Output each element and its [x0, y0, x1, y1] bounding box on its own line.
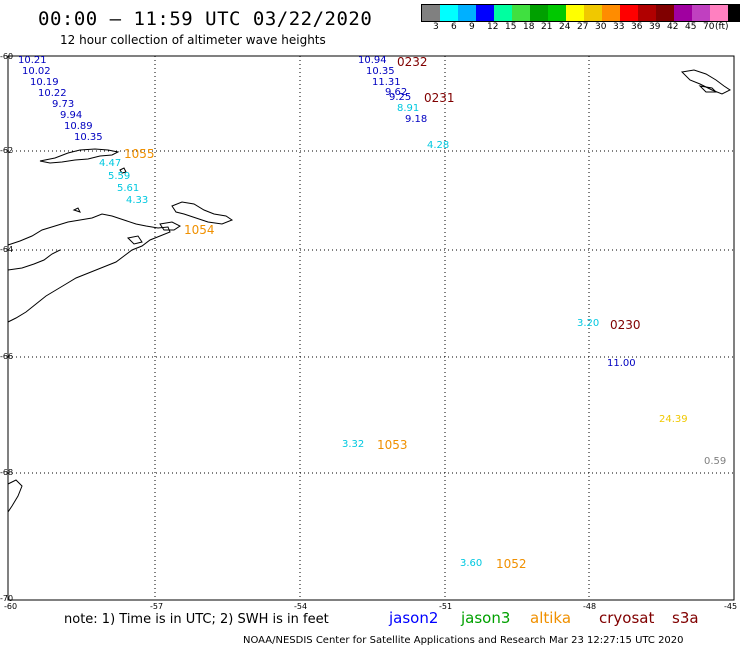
page-title: 00:00 – 11:59 UTC 03/22/2020	[38, 8, 373, 30]
wave-height-value: 3.20	[577, 318, 600, 329]
color-scale-label: 42	[667, 22, 679, 32]
color-scale-labels: 3 6 9 12 15 18 21 24 27 30 33 36 39 42 45 70 (ft)	[421, 22, 740, 34]
lat-label: -66	[0, 352, 14, 361]
satellite-legend-s3a: s3a	[672, 609, 699, 627]
color-swatch	[458, 5, 476, 21]
lat-label: -62	[0, 146, 14, 155]
wave-height-value: 11.00	[607, 358, 636, 369]
color-swatch	[566, 5, 584, 21]
wave-height-value: 9.25	[389, 92, 412, 103]
lat-label: -60	[0, 52, 14, 61]
wave-height-value: 4.28	[427, 140, 450, 151]
lon-label: -51	[439, 602, 453, 611]
wave-height-value: 10.94	[358, 55, 387, 66]
wave-height-value: 24.39	[659, 414, 688, 425]
color-scale-label: 27	[577, 22, 589, 32]
color-swatch	[476, 5, 494, 21]
lat-label: -70	[0, 594, 14, 603]
lon-label: -57	[150, 602, 164, 611]
color-swatch	[602, 5, 620, 21]
lon-label: -45	[724, 602, 738, 611]
color-scale-label: 39	[649, 22, 661, 32]
color-scale-label: 30	[595, 22, 607, 32]
lon-label: -48	[583, 602, 597, 611]
color-swatch	[422, 5, 440, 21]
satellite-legend-jason3: jason3	[461, 609, 511, 627]
wave-height-value: 8.91	[397, 103, 420, 114]
satellite-legend-cryosat: cryosat	[599, 609, 655, 627]
color-swatch	[494, 5, 512, 21]
wave-height-value: 3.60	[460, 558, 483, 569]
wave-height-value: 10.89	[64, 121, 93, 132]
color-scale-label: 70	[703, 22, 715, 32]
color-scale-label: 24	[559, 22, 571, 32]
wave-height-value: 9.18	[405, 114, 428, 125]
wave-height-value: 5.59	[108, 171, 131, 182]
wave-height-value: 4.33	[126, 195, 149, 206]
color-scale-label: 36	[631, 22, 643, 32]
map-frame	[7, 55, 735, 601]
wave-height-value: 10.35	[366, 66, 395, 77]
wave-height-value: 10.19	[30, 77, 59, 88]
wave-height-value: 4.47	[99, 158, 122, 169]
pass-time-label: 0231	[424, 91, 455, 105]
wave-height-value: 0.59	[704, 456, 727, 467]
color-swatch	[548, 5, 566, 21]
pass-time-label: 1053	[377, 438, 408, 452]
wave-height-value: 9.62	[385, 87, 408, 98]
color-scale-label: (ft)	[715, 22, 729, 32]
lon-label: -60	[4, 602, 18, 611]
color-scale-label: 6	[451, 22, 457, 32]
lon-label: -54	[294, 602, 308, 611]
units-note: note: 1) Time is in UTC; 2) SWH is in fe…	[64, 612, 329, 627]
lat-label: -68	[0, 468, 14, 477]
color-swatch	[530, 5, 548, 21]
color-scale-label: 9	[469, 22, 475, 32]
wave-height-value: 11.31	[372, 77, 401, 88]
wave-height-value: 5.61	[117, 183, 140, 194]
color-scale-label: 21	[541, 22, 553, 32]
wave-height-value: 3.32	[342, 439, 365, 450]
wave-height-value: 10.35	[74, 132, 103, 143]
longitude-gridlines	[154, 56, 590, 600]
satellite-legend-jason2: jason2	[389, 609, 439, 627]
wave-height-value: 10.22	[38, 88, 67, 99]
color-swatch	[674, 5, 692, 21]
pass-time-label: 1052	[496, 557, 527, 571]
color-scale-label: 12	[487, 22, 499, 32]
lat-label: -64	[0, 245, 14, 254]
wave-height-value: 10.02	[22, 66, 51, 77]
color-swatch	[512, 5, 530, 21]
color-swatch	[620, 5, 638, 21]
color-swatch	[440, 5, 458, 21]
color-swatch	[638, 5, 656, 21]
color-swatch	[710, 5, 728, 21]
credit-line: NOAA/NESDIS Center for Satellite Applica…	[243, 635, 684, 646]
color-swatch	[584, 5, 602, 21]
pass-time-label: 0232	[397, 55, 428, 69]
color-scale-label: 15	[505, 22, 517, 32]
color-scale-label: 45	[685, 22, 697, 32]
latitude-gridlines	[8, 150, 734, 474]
color-scale-legend	[421, 4, 740, 22]
color-scale-label: 3	[433, 22, 439, 32]
pass-time-label: 1054	[184, 223, 215, 237]
pass-time-label: 1055	[124, 147, 155, 161]
color-swatch	[728, 5, 740, 21]
wave-height-value: 10.21	[18, 55, 47, 66]
wave-height-value: 9.73	[52, 99, 75, 110]
color-scale-label: 18	[523, 22, 535, 32]
color-swatch	[692, 5, 710, 21]
pass-time-label: 0230	[610, 318, 641, 332]
coastline	[7, 69, 731, 513]
page-subtitle: 12 hour collection of altimeter wave hei…	[60, 33, 326, 47]
wave-height-value: 9.94	[60, 110, 83, 121]
color-swatch	[656, 5, 674, 21]
satellite-legend-altika: altika	[530, 609, 572, 627]
color-scale-label: 33	[613, 22, 625, 32]
